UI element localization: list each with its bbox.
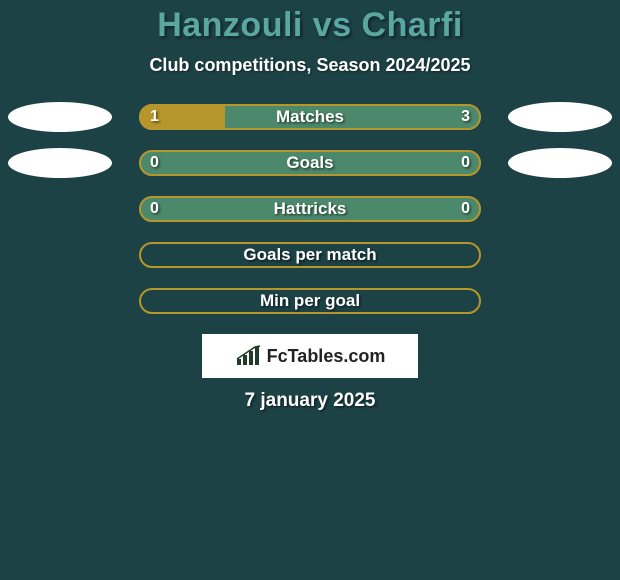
stat-bar-track: [139, 196, 481, 222]
stat-bar-track: [139, 104, 481, 130]
stat-value-left: 0: [150, 150, 159, 176]
stat-value-right: 0: [461, 150, 470, 176]
comparison-infographic: Hanzouli vs Charfi Club competitions, Se…: [0, 0, 620, 580]
footer-date: 7 january 2025: [0, 390, 620, 412]
stat-row: Goals00: [0, 150, 620, 176]
page-title: Hanzouli vs Charfi: [0, 6, 620, 45]
player-right-ellipse: [508, 148, 612, 178]
stat-value-right: 0: [461, 196, 470, 222]
stat-bar-track: [139, 242, 481, 268]
stat-value-right: 3: [461, 104, 470, 130]
stat-value-left: 0: [150, 196, 159, 222]
player-left-ellipse: [8, 102, 112, 132]
page-subtitle: Club competitions, Season 2024/2025: [0, 55, 620, 76]
stat-value-left: 1: [150, 104, 159, 130]
brand-badge: FcTables.com: [202, 334, 418, 378]
stat-row: Hattricks00: [0, 196, 620, 222]
stat-bar-track: [139, 288, 481, 314]
stat-rows: Matches13Goals00Hattricks00Goals per mat…: [0, 104, 620, 314]
stat-row: Min per goal: [0, 288, 620, 314]
stat-row: Matches13: [0, 104, 620, 130]
stat-row: Goals per match: [0, 242, 620, 268]
stat-bar-track: [139, 150, 481, 176]
brand-text: FcTables.com: [267, 346, 386, 367]
player-left-ellipse: [8, 148, 112, 178]
player-right-ellipse: [508, 102, 612, 132]
bar-chart-icon: [235, 345, 261, 367]
